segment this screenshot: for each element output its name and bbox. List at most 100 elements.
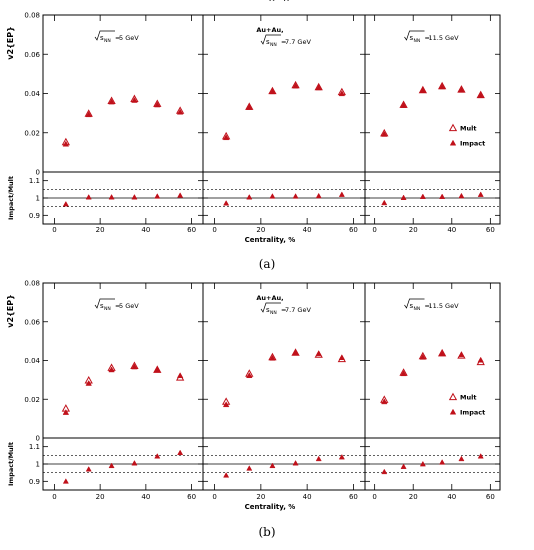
panel-label: Au+Au,	[256, 26, 283, 34]
ratio-axis-title-text: Impact/Mult	[7, 176, 15, 220]
y-tick-label: 0.06	[24, 318, 40, 326]
impact-marker	[85, 379, 92, 386]
ratio-tick-label: 0.9	[29, 478, 40, 486]
impact-marker	[154, 101, 161, 108]
ratio-axis-title: Impact/Mult	[7, 442, 15, 486]
equals-symbol: =	[281, 38, 286, 46]
series-mult	[61, 361, 185, 412]
series-impact	[381, 350, 484, 405]
impact-marker	[315, 350, 322, 357]
ratio-marker	[458, 192, 465, 199]
series-impact	[381, 83, 484, 137]
ratio-marker	[477, 191, 484, 197]
impact-marker	[62, 140, 70, 147]
energy-label: s NN =5 GeV	[94, 298, 139, 312]
x-tick-label: 20	[409, 493, 418, 501]
x-tick-label: 20	[256, 226, 265, 234]
panel-label: UrQMD, Γ-fit	[261, 0, 306, 2]
panel-1: 0 20 40 60 s NN =5 GeV	[43, 282, 203, 501]
impact-marker	[438, 83, 446, 90]
y-tick-label: 0	[36, 435, 40, 443]
x-tick-label: 60	[486, 493, 495, 501]
ratio-marker	[223, 472, 230, 478]
x-tick-label: 0	[52, 493, 56, 501]
sqrt-s-symbol: s	[266, 306, 270, 314]
ratio-marker	[419, 460, 426, 467]
ratio-marker	[439, 193, 446, 199]
impact-marker	[419, 353, 427, 360]
ratio-marker	[400, 194, 407, 200]
y-tick-label: 0.08	[24, 280, 40, 288]
impact-marker	[131, 96, 138, 103]
figure-caption: (b)	[258, 525, 275, 539]
sqrt-icon	[404, 30, 425, 41]
sqrt-s-symbol: s	[100, 34, 104, 42]
figure-caption: (a)	[259, 257, 276, 271]
impact-marker	[338, 354, 346, 361]
equals-symbol: =	[281, 306, 286, 314]
ratio-marker	[177, 449, 184, 456]
legend: Mult Impact	[448, 123, 485, 148]
ratio-marker	[439, 459, 446, 465]
x-axis-title: Centrality, %	[245, 503, 296, 511]
x-tick-label: 20	[96, 226, 105, 234]
ratio-marker	[381, 468, 388, 475]
legend-mult-label: Mult	[460, 125, 476, 133]
x-tick-label: 40	[447, 493, 456, 501]
ratio-tick-label: 1.1	[29, 443, 40, 451]
nn-subscript: NN	[414, 38, 421, 44]
ratio-marker	[108, 194, 115, 200]
y-tick-label: 0.08	[24, 12, 40, 20]
series-impact	[222, 349, 346, 408]
impact-marker	[176, 372, 184, 379]
x-axis-title: Centrality, %	[245, 236, 296, 244]
series-impact	[62, 96, 184, 147]
series-mult	[221, 80, 347, 140]
nn-subscript: NN	[104, 306, 111, 312]
energy-value: 11.5 GeV	[429, 34, 460, 42]
impact-marker	[292, 82, 299, 89]
impact-marker	[269, 88, 276, 95]
legend-impact-marker	[449, 139, 457, 146]
x-tick-label: 0	[52, 226, 56, 234]
series-impact	[222, 82, 346, 141]
ratio-series	[62, 449, 184, 484]
panel-label: Au+Au,	[256, 294, 283, 302]
ratio-marker	[154, 193, 161, 199]
legend-mult-marker	[448, 392, 458, 401]
energy-label: s NN =7.7 GeV	[260, 34, 311, 48]
impact-marker	[381, 398, 388, 405]
legend-impact-label: Impact	[460, 140, 485, 148]
panel-label: UrQMD, MC-GI	[258, 0, 310, 2]
ratio-marker	[131, 194, 138, 200]
panel-3: 0 20 40 60 s NN =11.5 GeV Mult Impact	[364, 14, 500, 234]
energy-value: 5 GeV	[119, 302, 139, 310]
impact-marker	[222, 134, 230, 141]
y-tick-label: 0.06	[24, 51, 40, 59]
ratio-series	[381, 191, 484, 206]
ratio-marker	[269, 193, 276, 199]
sqrt-s-symbol: s	[100, 302, 104, 310]
y-axis-title: v2{EP}	[6, 294, 15, 328]
impact-marker	[477, 92, 484, 99]
sqrt-s-symbol: s	[410, 302, 414, 310]
x-tick-label: 60	[349, 226, 358, 234]
ratio-marker	[419, 193, 426, 199]
ratio-marker	[381, 199, 388, 206]
ratio-marker	[477, 453, 484, 459]
equals-symbol: =	[425, 302, 430, 310]
ratio-marker	[177, 192, 184, 198]
ratio-axis-title-text: Impact/Mult	[7, 442, 15, 486]
ratio-axis-title: Impact/Mult	[7, 176, 15, 220]
sqrt-icon	[260, 34, 281, 45]
impact-marker	[292, 349, 299, 356]
energy-value: 7.7 GeV	[285, 38, 311, 46]
panel-1: 0 20 40 60 s NN =5 GeV	[43, 14, 203, 234]
energy-label: s NN =5 GeV	[94, 30, 139, 44]
x-tick-label: 60	[349, 493, 358, 501]
legend-mult-marker	[448, 123, 458, 132]
ratio-marker	[108, 462, 115, 469]
ratio-marker	[400, 463, 407, 469]
nn-subscript: NN	[104, 38, 111, 44]
